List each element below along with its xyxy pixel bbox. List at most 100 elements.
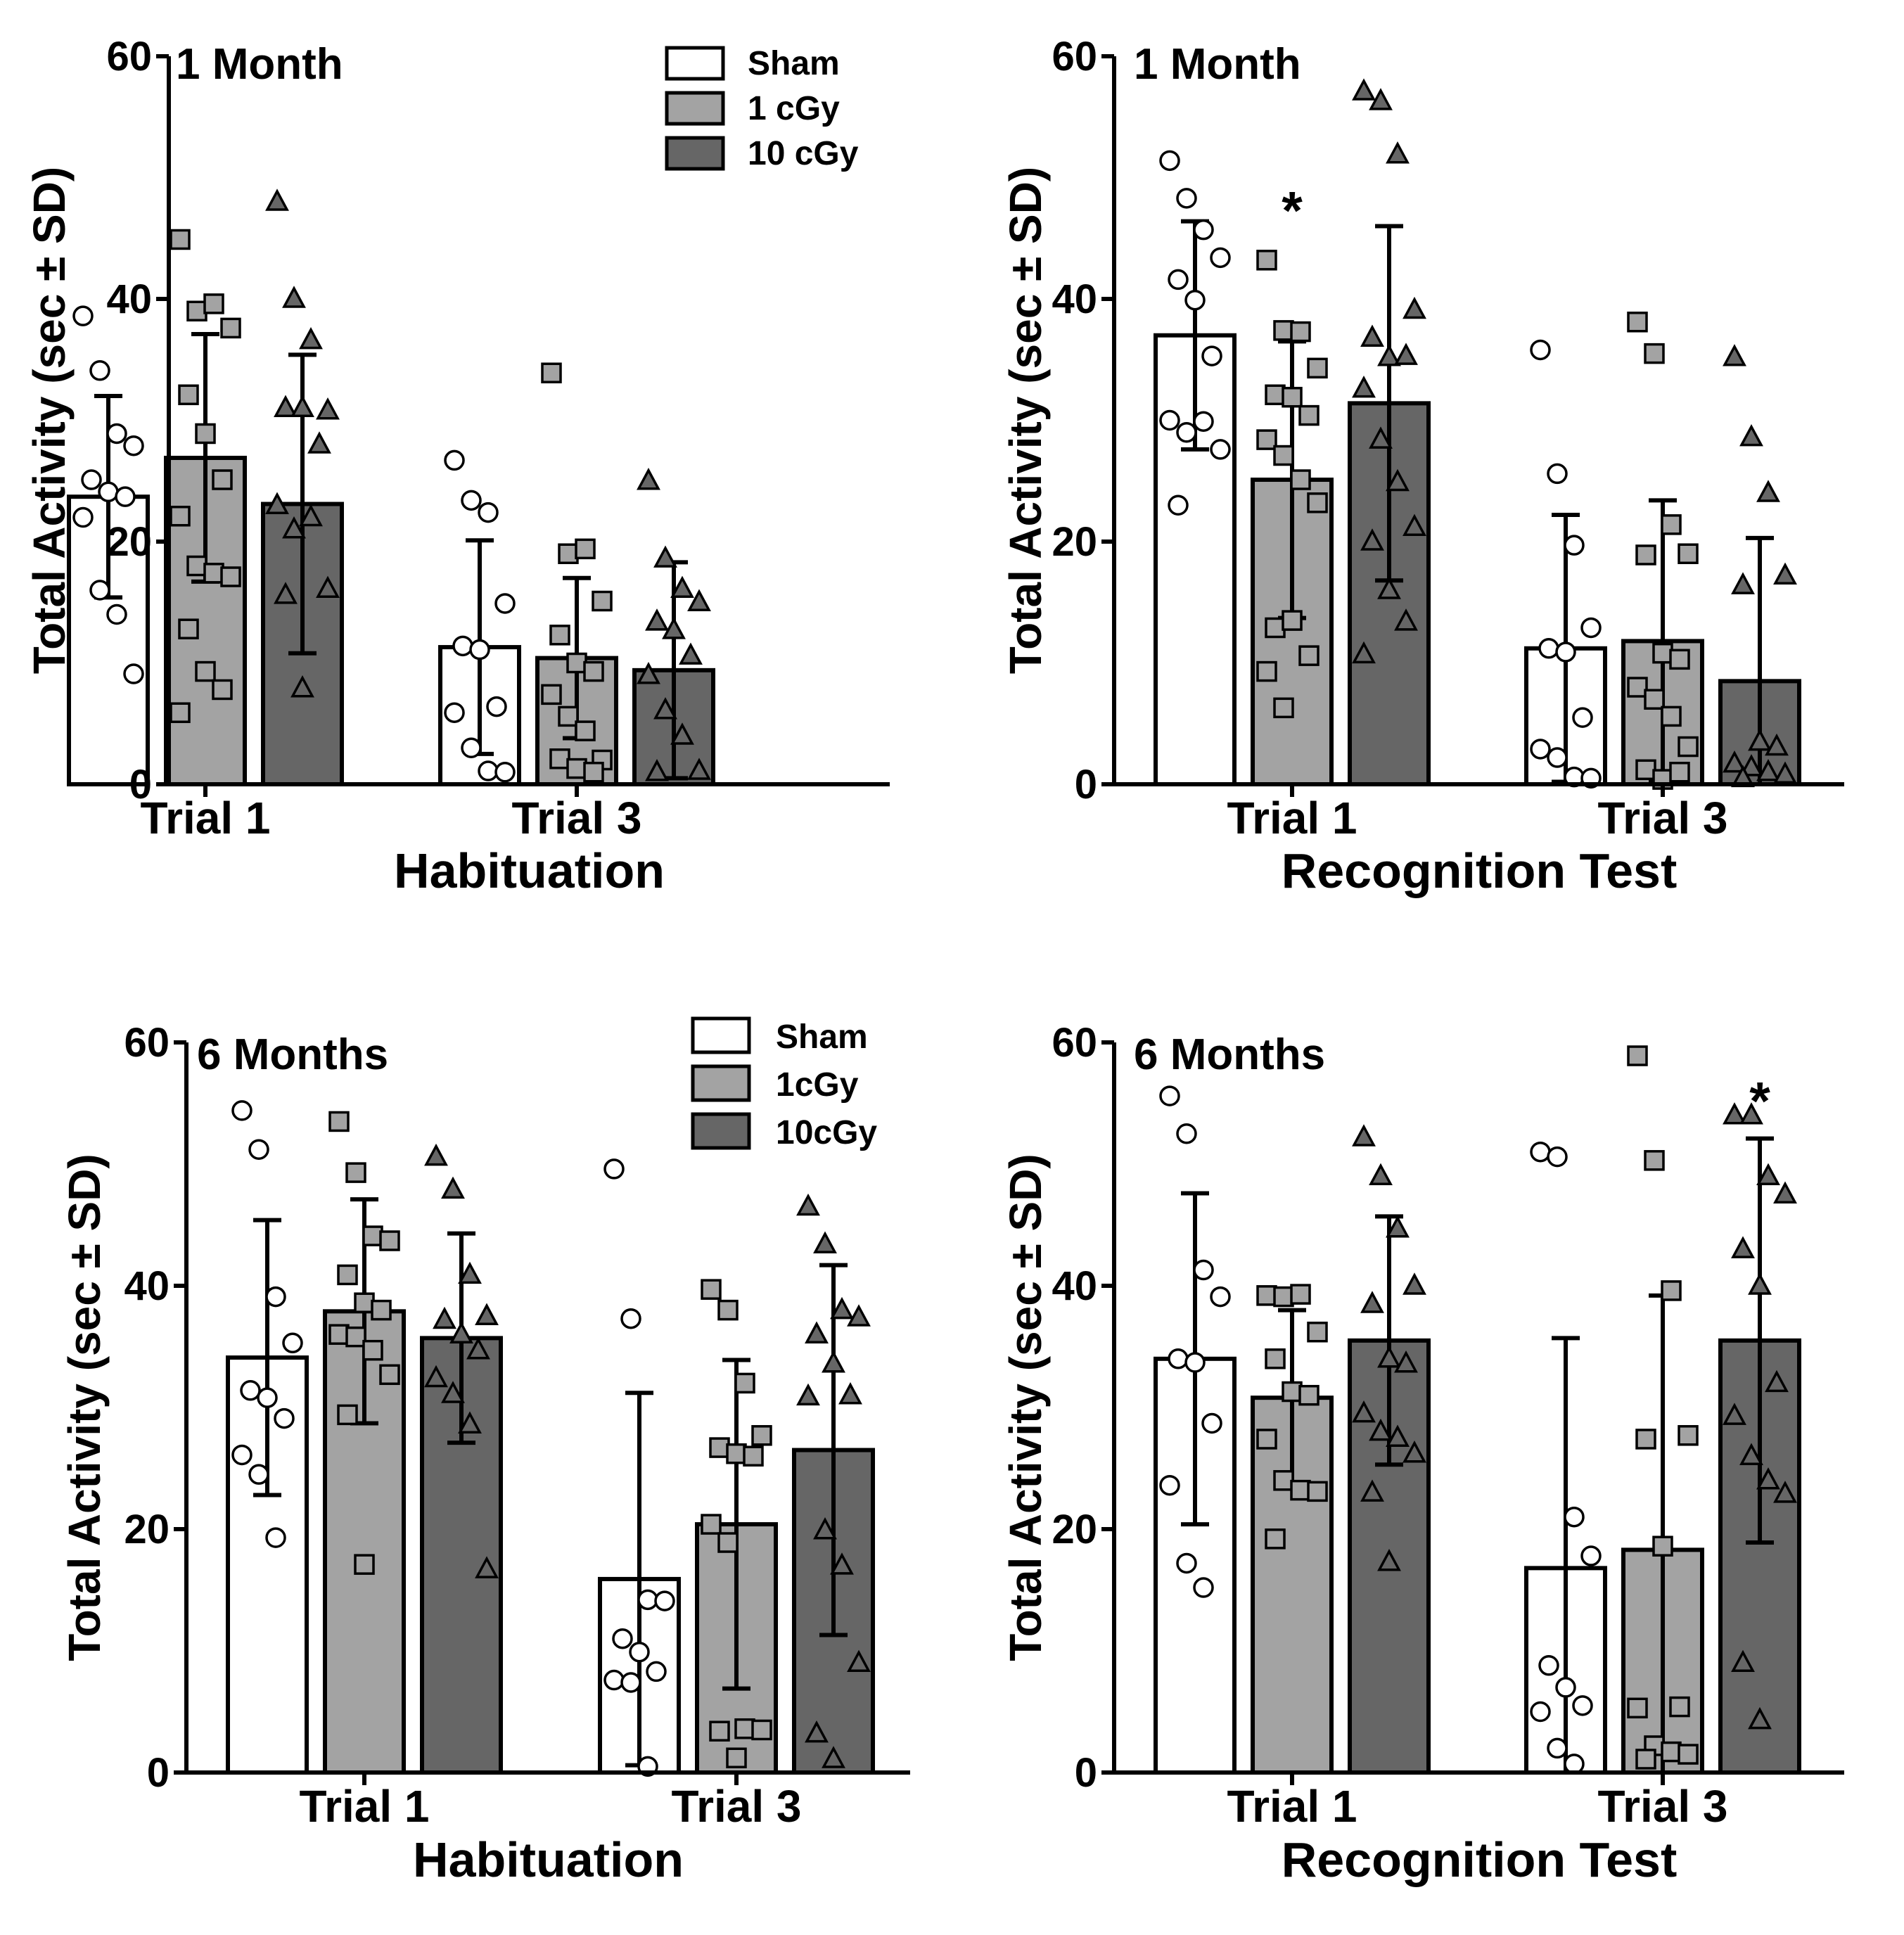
data-point-1cgy — [362, 1339, 383, 1361]
data-point-10cgy — [1369, 1163, 1393, 1186]
data-point-sham — [603, 1669, 625, 1691]
data-point-1cgy — [592, 590, 613, 612]
x-tick-label: Trial 1 — [300, 1781, 430, 1832]
data-point-1cgy — [1256, 1285, 1277, 1306]
panel-title: 6 Months — [1134, 1030, 1325, 1079]
data-point-sham — [1193, 1259, 1214, 1281]
data-point-10cgy — [822, 1350, 845, 1373]
data-point-1cgy — [558, 543, 579, 564]
data-point-10cgy — [1360, 1479, 1384, 1502]
y-tick-label: 40 — [124, 1263, 170, 1309]
data-point-1cgy — [1652, 1535, 1673, 1557]
data-point-10cgy — [1403, 1441, 1426, 1463]
data-point-10cgy — [1352, 78, 1376, 101]
legend-label: 1cGy — [776, 1066, 859, 1104]
data-point-10cgy — [653, 545, 677, 568]
legend-label: Sham — [748, 45, 840, 82]
data-point-1cgy — [1678, 543, 1699, 564]
data-point-10cgy — [1386, 141, 1410, 164]
data-point-1cgy — [1256, 429, 1277, 450]
data-point-1cgy — [379, 1230, 400, 1251]
data-point-10cgy — [1723, 344, 1746, 366]
x-tick-label: Trial 3 — [1598, 793, 1728, 843]
data-point-10cgy — [1377, 577, 1401, 599]
chart-panel-3: 0 20 40 60 Trial 1 Trial 3 6 Months Habituation… — [59, 1016, 910, 1887]
data-point-sham — [478, 760, 499, 781]
data-point-1cgy — [1678, 1425, 1699, 1446]
data-point-10cgy — [1360, 1291, 1384, 1313]
data-point-sham — [1168, 494, 1189, 516]
y-tick-label: 20 — [124, 1507, 170, 1552]
data-point-sham — [629, 1641, 650, 1663]
data-point-sham — [123, 435, 144, 456]
data-point-sham — [478, 502, 499, 523]
data-point-sham — [1555, 641, 1576, 663]
data-point-10cgy — [1756, 1163, 1780, 1186]
data-point-sham — [603, 1158, 625, 1180]
data-point-sham — [1547, 463, 1568, 485]
data-point-1cgy — [170, 702, 191, 723]
y-axis-title: Total Activity (sec ± SD) — [24, 167, 75, 675]
data-point-sham — [89, 580, 110, 601]
data-point-1cgy — [1644, 343, 1665, 364]
data-point-10cgy — [1748, 1706, 1772, 1730]
data-point-sham — [486, 696, 507, 717]
y-tick-label: 40 — [106, 276, 152, 322]
data-point-10cgy — [282, 286, 306, 308]
data-point-sham — [1210, 1286, 1231, 1308]
data-point-sham — [106, 604, 127, 625]
data-point-1cgy — [212, 679, 233, 701]
data-point-sham — [1201, 1412, 1222, 1434]
data-point-1cgy — [186, 555, 207, 577]
data-point-10cgy — [316, 397, 340, 420]
legend-label: 1 cGy — [748, 90, 840, 127]
data-point-sham — [1201, 345, 1222, 366]
data-point-10cgy — [458, 1411, 482, 1433]
x-axis-title: Recognition Test — [1282, 1832, 1678, 1887]
panel-title: 1 Month — [176, 40, 343, 89]
data-point-10cgy — [1731, 572, 1755, 594]
data-point-10cgy — [1352, 641, 1376, 664]
data-point-10cgy — [813, 1231, 837, 1253]
data-point-sham — [1159, 409, 1180, 431]
data-point-1cgy — [541, 362, 562, 383]
legend-swatch-sham — [691, 1016, 751, 1054]
data-point-1cgy — [1678, 736, 1699, 758]
data-point-1cgy — [549, 748, 570, 769]
data-point-sham — [72, 506, 94, 528]
data-point-sham — [1159, 150, 1180, 172]
data-point-10cgy — [1731, 1236, 1755, 1258]
data-point-1cgy — [203, 563, 224, 584]
data-point-1cgy — [726, 1443, 747, 1464]
data-point-1cgy — [566, 758, 587, 779]
y-tick-label: 60 — [1052, 1020, 1097, 1066]
data-point-1cgy — [558, 705, 579, 727]
data-point-10cgy — [1739, 1102, 1763, 1125]
data-point-10cgy — [1756, 759, 1780, 781]
legend-label: 10cGy — [776, 1114, 877, 1151]
data-point-10cgy — [796, 1193, 820, 1216]
data-point-1cgy — [717, 1532, 739, 1553]
data-point-sham — [1176, 422, 1197, 443]
data-point-10cgy — [805, 1720, 829, 1743]
legend: Sham 1cGy 10cGy — [691, 1016, 877, 1151]
data-point-sham — [1572, 707, 1593, 728]
data-point-sham — [106, 423, 127, 445]
data-point-sham — [1538, 1655, 1559, 1676]
data-point-10cgy — [645, 608, 669, 631]
data-point-1cgy — [1669, 762, 1690, 783]
data-point-10cgy — [847, 1304, 871, 1327]
data-point-10cgy — [1403, 296, 1426, 319]
data-point-sham — [89, 360, 110, 381]
data-point-1cgy — [583, 762, 604, 783]
data-point-10cgy — [1739, 754, 1763, 777]
data-point-1cgy — [1282, 610, 1303, 631]
data-point-10cgy — [637, 662, 660, 684]
y-tick-label: 20 — [1052, 1507, 1097, 1552]
data-point-1cgy — [1256, 660, 1277, 682]
data-point-1cgy — [195, 660, 216, 682]
legend: Sham 1 cGy 10 cGy — [665, 45, 859, 172]
data-point-10cgy — [805, 1321, 829, 1343]
y-tick-label: 60 — [1052, 34, 1097, 79]
